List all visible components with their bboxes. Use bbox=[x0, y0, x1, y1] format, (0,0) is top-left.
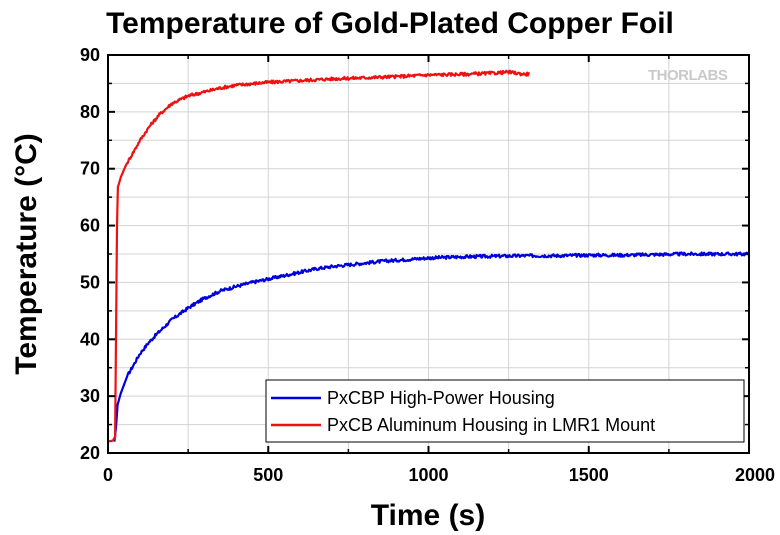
y-tick-label: 50 bbox=[80, 272, 100, 292]
thorlabs-logo: THORLABS bbox=[648, 67, 728, 84]
series-layer bbox=[107, 69, 750, 443]
y-tick-label: 60 bbox=[80, 216, 100, 236]
legend-box bbox=[265, 379, 745, 443]
y-tick-label: 70 bbox=[80, 159, 100, 179]
series-line-blue bbox=[113, 251, 750, 442]
y-tick-label: 90 bbox=[80, 45, 100, 65]
x-tick-label: 1500 bbox=[569, 465, 609, 485]
y-tick-label: 80 bbox=[80, 102, 100, 122]
x-axis-title: Time (s) bbox=[371, 499, 485, 532]
y-axis-title: Temperature (°C) bbox=[10, 133, 43, 374]
legend-label-blue: PxCBP High-Power Housing bbox=[327, 388, 555, 408]
x-tick-label: 500 bbox=[253, 465, 283, 485]
y-tick-label: 30 bbox=[80, 386, 100, 406]
x-tick-label: 1000 bbox=[408, 465, 448, 485]
x-tick-label: 0 bbox=[103, 465, 113, 485]
legend-label-red: PxCB Aluminum Housing in LMR1 Mount bbox=[327, 415, 655, 435]
x-tick-label: 2000 bbox=[735, 465, 775, 485]
legend: PxCBP High-Power Housing PxCB Aluminum H… bbox=[265, 379, 745, 443]
y-tick-label: 40 bbox=[80, 329, 100, 349]
y-tick-labels: 20 30 40 50 60 70 80 90 bbox=[80, 45, 100, 463]
y-tick-label: 20 bbox=[80, 443, 100, 463]
axis-ticks bbox=[107, 54, 750, 454]
x-tick-labels: 0 500 1000 1500 2000 bbox=[103, 465, 775, 485]
thorlabs-logo-text: THORLABS bbox=[648, 67, 728, 84]
chart-title: Temperature of Gold-Plated Copper Foil bbox=[106, 7, 674, 40]
series-line-red bbox=[107, 69, 531, 443]
